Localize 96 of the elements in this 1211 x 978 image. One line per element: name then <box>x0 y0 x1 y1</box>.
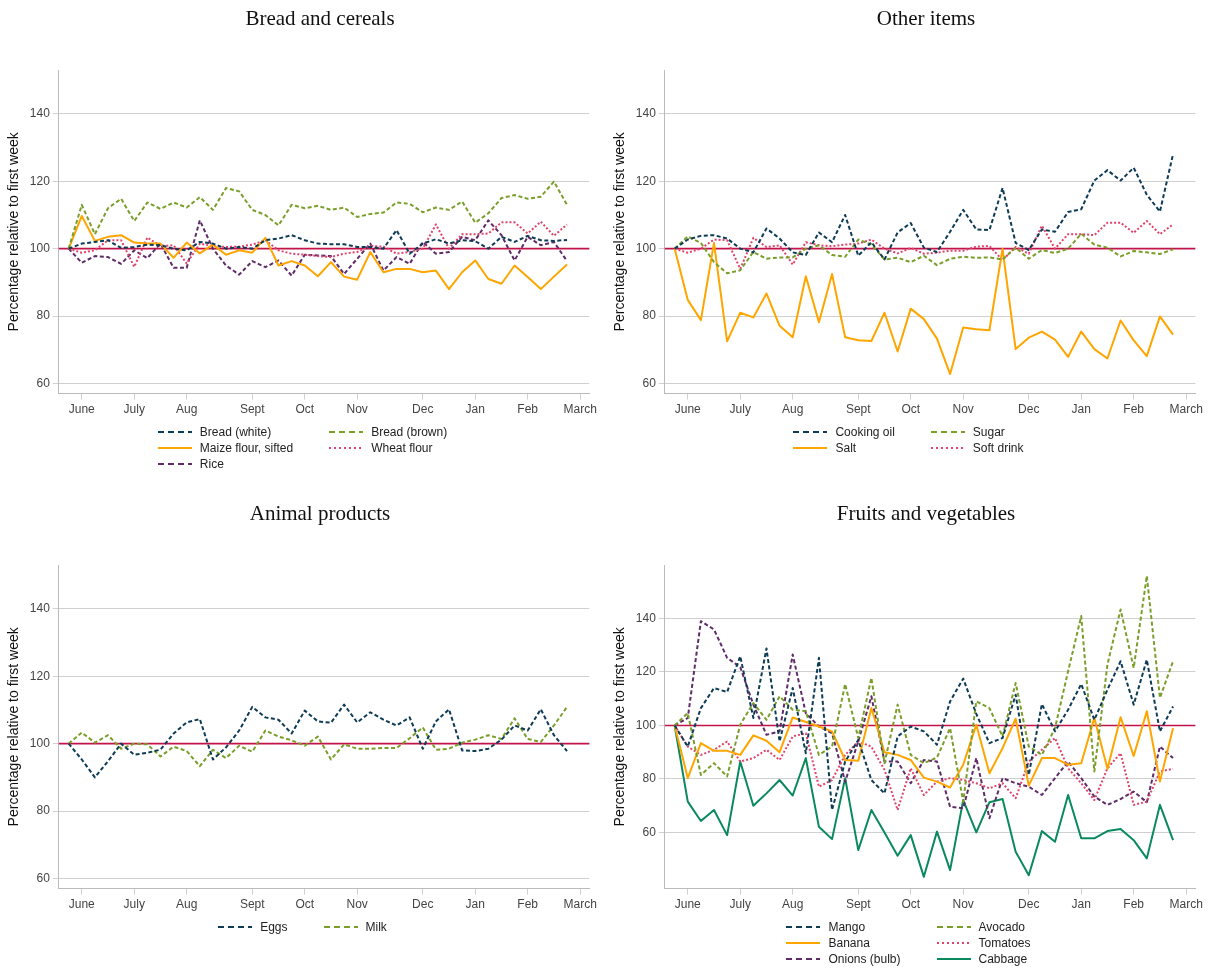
line-series <box>673 647 1175 811</box>
x-tick-label: June <box>68 897 96 912</box>
y-tick-label: 120 <box>635 664 657 679</box>
legend-label: Bread (brown) <box>371 425 448 439</box>
y-tick-label: 100 <box>29 240 51 255</box>
line-series <box>67 705 569 768</box>
y-tick-label: 120 <box>29 173 51 188</box>
x-tick-label: Sept <box>239 897 266 912</box>
y-tick-label: 60 <box>36 870 51 885</box>
line-series <box>67 703 569 779</box>
y-tick-label: 80 <box>36 308 51 323</box>
x-tick-label: Dec <box>412 402 434 417</box>
line-series <box>67 180 569 250</box>
x-tick-label: March <box>1169 897 1203 912</box>
x-tick-label: Dec <box>1018 897 1040 912</box>
y-tick-label: 120 <box>635 173 657 188</box>
x-tick-label: June <box>674 402 702 417</box>
x-tick-label: Nov <box>952 897 974 912</box>
y-tick-label: 100 <box>635 240 657 255</box>
x-tick-label: March <box>1169 402 1203 417</box>
legend-label: Cabbage <box>978 952 1028 966</box>
x-tick-label: Oct <box>901 897 921 912</box>
x-tick-label: July <box>123 897 145 912</box>
legend-label: Onions (bulb) <box>828 952 901 966</box>
y-tick-label: 80 <box>642 771 657 786</box>
y-tick-label: 140 <box>29 601 51 616</box>
x-tick-label: Feb <box>517 402 539 417</box>
x-tick-label: Dec <box>412 897 434 912</box>
chart-title: Other items <box>875 6 977 31</box>
y-axis-title: Percentage relative to first week <box>611 131 628 332</box>
y-tick-label: 60 <box>642 824 657 839</box>
x-tick-label: Sept <box>845 897 872 912</box>
legend-label: Rice <box>199 457 224 471</box>
x-tick-label: June <box>68 402 96 417</box>
line-series <box>673 153 1175 261</box>
legend-label: Banana <box>828 936 870 950</box>
y-tick-label: 140 <box>635 610 657 625</box>
line-series <box>673 232 1175 275</box>
x-tick-label: Oct <box>295 402 315 417</box>
x-tick-label: Nov <box>952 402 974 417</box>
legend-label: Milk <box>365 920 387 934</box>
y-tick-label: 80 <box>36 803 51 818</box>
x-tick-label: July <box>123 402 145 417</box>
legend-label: Bread (white) <box>199 425 272 439</box>
y-axis-title: Percentage relative to first week <box>5 131 22 332</box>
y-tick-label: 60 <box>36 375 51 390</box>
legend-label: Cooking oil <box>835 425 895 439</box>
y-axis-title: Percentage relative to first week <box>611 626 628 827</box>
y-tick-label: 140 <box>29 106 51 121</box>
chart-title: Bread and cereals <box>244 6 396 31</box>
x-tick-label: Oct <box>295 897 315 912</box>
x-tick-label: Sept <box>845 402 872 417</box>
legend-label: Salt <box>835 441 857 455</box>
legend-label: Wheat flour <box>371 441 433 455</box>
x-tick-label: Jan <box>1071 402 1091 417</box>
chart-title: Animal products <box>248 501 392 526</box>
x-tick-label: Nov <box>346 402 368 417</box>
line-series <box>67 219 569 277</box>
x-tick-label: Jan <box>465 402 485 417</box>
line-series <box>673 574 1175 803</box>
x-tick-label: Nov <box>346 897 368 912</box>
x-tick-label: Jan <box>465 897 485 912</box>
x-tick-label: Aug <box>782 897 804 912</box>
y-tick-label: 100 <box>29 735 51 750</box>
x-tick-label: Feb <box>517 897 539 912</box>
legend-label: Eggs <box>260 920 288 934</box>
x-tick-label: March <box>563 402 597 417</box>
x-tick-label: March <box>563 897 597 912</box>
x-tick-label: Sept <box>239 402 266 417</box>
legend-label: Maize flour, sifted <box>199 441 294 455</box>
legend-label: Sugar <box>972 425 1005 439</box>
x-tick-label: June <box>674 897 702 912</box>
line-series <box>673 620 1175 820</box>
chart-title: Fruits and vegetables <box>835 501 1017 526</box>
y-tick-label: 100 <box>635 717 657 732</box>
x-tick-label: Dec <box>1018 402 1040 417</box>
y-tick-label: 140 <box>635 106 657 121</box>
y-tick-label: 120 <box>29 668 51 683</box>
legend-label: Avocado <box>978 920 1025 934</box>
x-tick-label: Oct <box>901 402 921 417</box>
y-tick-label: 60 <box>642 375 657 390</box>
legend-label: Soft drink <box>972 441 1024 455</box>
line-series <box>67 229 569 255</box>
x-tick-label: Aug <box>176 897 198 912</box>
x-tick-label: Jan <box>1071 897 1091 912</box>
legend-label: Tomatoes <box>978 936 1031 950</box>
x-tick-label: July <box>729 897 751 912</box>
x-tick-label: Feb <box>1123 897 1145 912</box>
y-axis-title: Percentage relative to first week <box>5 626 22 827</box>
legend-label: Mango <box>828 920 866 934</box>
y-tick-label: 80 <box>642 308 657 323</box>
x-tick-label: Aug <box>176 402 198 417</box>
x-tick-label: Aug <box>782 402 804 417</box>
x-tick-label: Feb <box>1123 402 1145 417</box>
x-tick-label: July <box>729 402 751 417</box>
line-series <box>67 220 569 268</box>
